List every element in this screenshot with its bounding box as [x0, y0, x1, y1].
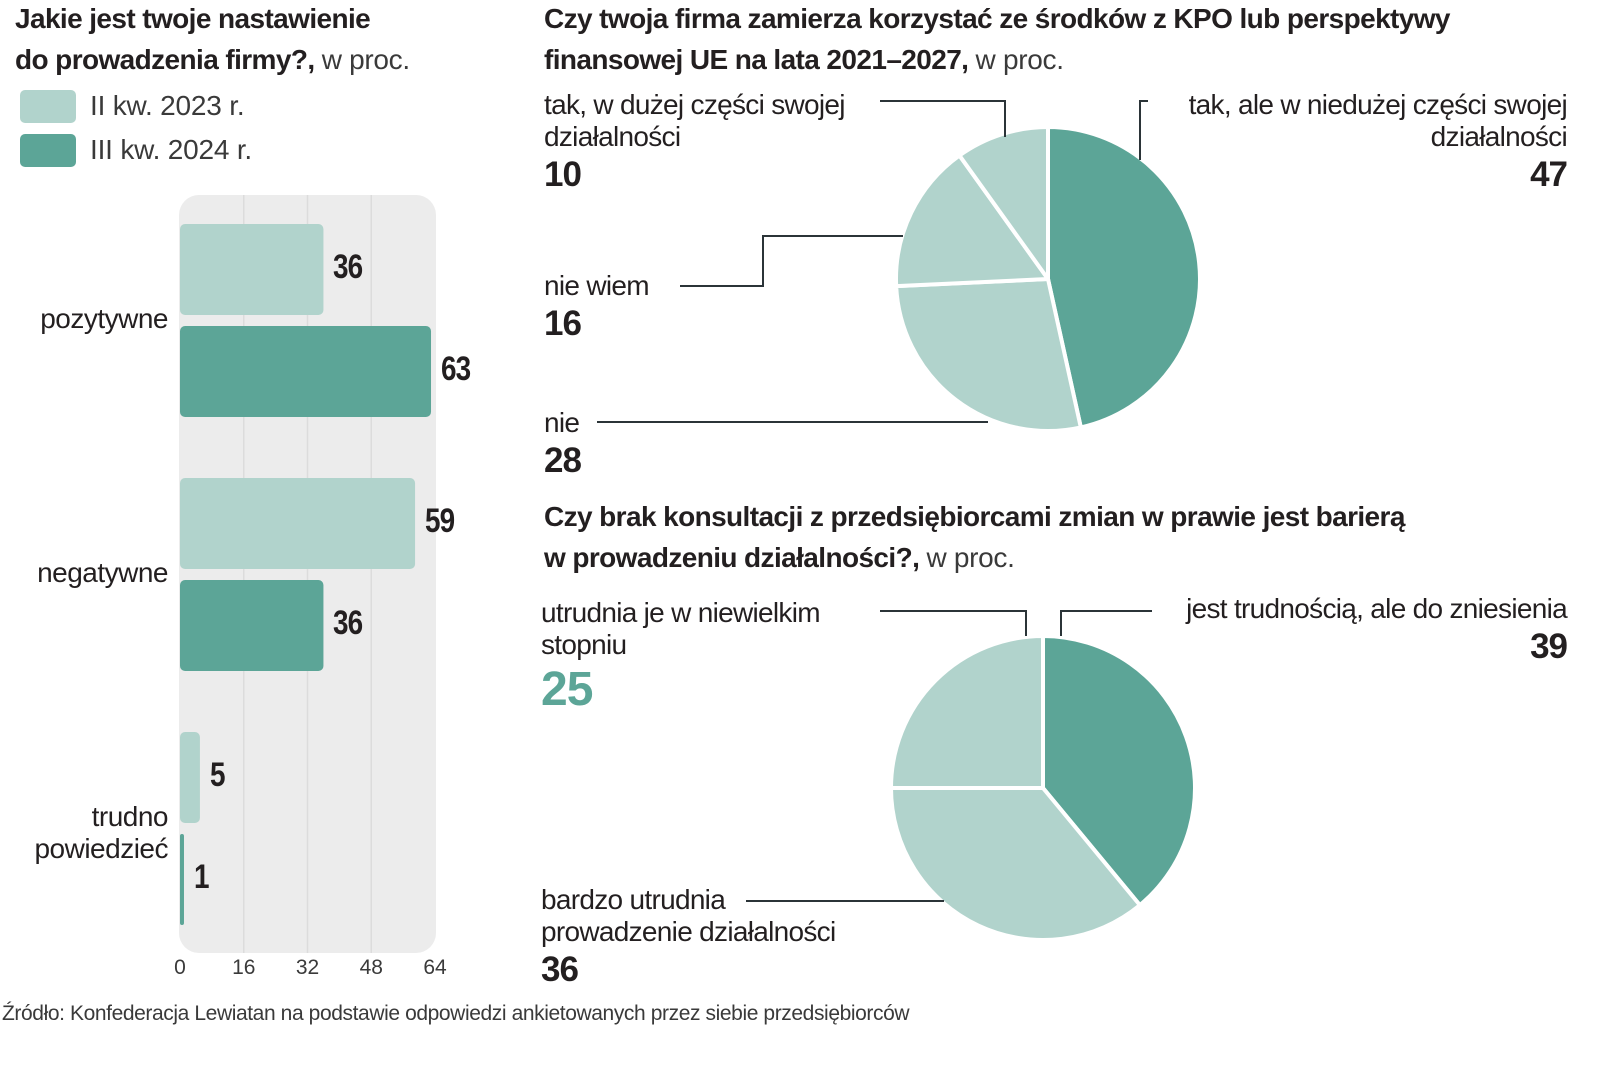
- pie1-value-tak-ale: 47: [1530, 155, 1568, 194]
- pie1-label-tak-ale-line-2: działalności: [1430, 121, 1568, 152]
- category-label-line: negatywne: [37, 556, 168, 588]
- pie2-label-bardzo-line-1: bardzo utrudnia: [541, 884, 726, 915]
- pie2-unit: w proc.: [926, 542, 1015, 573]
- pie1-slice-2: [894, 153, 1050, 289]
- bar-chart-title: Jakie jest twoje nastawienie do prowadze…: [15, 0, 410, 80]
- bar-value-label: 59: [425, 501, 455, 540]
- pie2-label-trudnosc-text: jest trudnością, ale do zniesienia: [1186, 593, 1568, 624]
- pie2-slice-1: [889, 786, 1142, 942]
- legend-label-2023: II kw. 2023 r.: [90, 90, 245, 121]
- pie1-value-tak-duzej: 10: [544, 155, 582, 194]
- pie1-unit: w proc.: [975, 44, 1064, 75]
- pie2-label-utrudnia-niewielkim: utrudnia je w niewielkim stopniu 25: [541, 597, 821, 717]
- pie1-slice-3: [957, 125, 1050, 281]
- bar-value-label: 63: [441, 349, 471, 388]
- bar-value-label: 36: [333, 247, 363, 286]
- pie2-value-bardzo-utrudnia: 36: [541, 950, 579, 989]
- bar-1-0: [180, 478, 416, 569]
- pie1-slice-0: [1046, 125, 1202, 430]
- bar-0-0: [180, 224, 324, 315]
- x-tick-label: 48: [359, 956, 383, 979]
- pie2-slice-2: [889, 634, 1045, 790]
- pie1-slice-1: [894, 277, 1083, 433]
- category-label-line: powiedzieć: [34, 832, 168, 864]
- pie1-leader-tak-duzej: [880, 100, 1006, 137]
- legend-label-2024: III kw. 2024 r.: [90, 134, 252, 165]
- pie1-leader-nie-wiem: [680, 235, 903, 287]
- pie1-title-line-1: Czy twoja firma zamierza korzystać ze śr…: [544, 3, 1451, 34]
- pie2-slice-0: [1041, 634, 1197, 908]
- pie2-label-bardzo-line-2: prowadzenie działalności: [541, 916, 836, 947]
- pie1-label-nie-wiem: nie wiem 16: [544, 270, 650, 344]
- bar-2-0: [180, 732, 200, 823]
- pie1-label-tak-niezbyt: tak, ale w niedużej części swojej działa…: [1188, 89, 1568, 195]
- category-label: trudno powiedzieć: [34, 801, 168, 865]
- pie2-title-line-2: w prowadzeniu działalności?,: [544, 542, 920, 573]
- x-tick-label: 16: [232, 956, 256, 979]
- x-tick-label: 64: [423, 956, 447, 979]
- pie2-label-bardzo-utrudnia: bardzo utrudnia prowadzenie działalności…: [541, 884, 836, 990]
- pie1-label-nie-wiem-text: nie wiem: [544, 270, 650, 301]
- pie1-label-tak-duzej: tak, w dużej części swojej działalności …: [544, 89, 846, 195]
- pie2-label-utrudnia-line-2: stopniu: [541, 629, 627, 660]
- pie2-value-trudnosc: 39: [1530, 627, 1568, 666]
- bar-value-label: 36: [333, 603, 363, 642]
- pie1-value-nie: 28: [544, 441, 582, 480]
- category-label-line: pozytywne: [40, 302, 168, 334]
- pie2-label-trudnosc: jest trudnością, ale do zniesienia 39: [1186, 593, 1568, 667]
- category-label: negatywne: [37, 557, 168, 589]
- pie2-title: Czy brak konsultacji z przedsiębiorcami …: [544, 496, 1405, 578]
- pie2-leader-utrudnia-niewielkim: [880, 610, 1027, 636]
- pie2-value-utrudnia-niewielkim: 25: [541, 663, 593, 716]
- bar-chart-title-line-2: do prowadzenia firmy?,: [15, 44, 315, 75]
- legend-item-2024: III kw. 2024 r.: [20, 130, 252, 170]
- bar-chart-unit: w proc.: [321, 44, 410, 75]
- source-note: Źródło: Konfederacja Lewiatan na podstaw…: [2, 1002, 910, 1025]
- bar-1-1: [180, 580, 324, 671]
- pie2-leader-trudnosc: [1060, 610, 1152, 636]
- bar-0-1: [180, 326, 432, 417]
- pie1-value-nie-wiem: 16: [544, 304, 582, 343]
- category-label-line: trudno: [91, 800, 169, 832]
- pie1-label-nie: nie 28: [544, 407, 582, 481]
- x-tick-label: 32: [295, 956, 320, 979]
- bar-legend: II kw. 2023 r. III kw. 2024 r.: [20, 86, 252, 170]
- bar-2-1: [180, 834, 184, 925]
- pie1-leader-tak-ale: [1139, 100, 1148, 160]
- pie2-title-line-1: Czy brak konsultacji z przedsiębiorcami …: [544, 501, 1405, 532]
- bar-value-label: 5: [209, 755, 226, 794]
- pie1-title-line-2: finansowej UE na lata 2021–2027,: [544, 44, 969, 75]
- legend-swatch-2023: [20, 89, 76, 123]
- x-tick-label: 0: [174, 956, 186, 979]
- legend-swatch-2024: [20, 133, 76, 167]
- pie1-label-nie-text: nie: [544, 407, 580, 438]
- pie1-title: Czy twoja firma zamierza korzystać ze śr…: [544, 0, 1451, 80]
- pie1-label-tak-duzej-line-2: działalności: [544, 121, 681, 152]
- bar-value-label: 1: [193, 857, 210, 896]
- legend-item-2023: II kw. 2023 r.: [20, 86, 252, 126]
- pie1-label-tak-ale-line-1: tak, ale w niedużej części swojej: [1188, 89, 1568, 120]
- pie2-label-utrudnia-line-1: utrudnia je w niewielkim: [541, 597, 821, 628]
- bar-chart-title-line-1: Jakie jest twoje nastawienie: [15, 3, 371, 34]
- pie1-label-tak-duzej-line-1: tak, w dużej części swojej: [544, 89, 846, 120]
- category-label: pozytywne: [40, 303, 168, 335]
